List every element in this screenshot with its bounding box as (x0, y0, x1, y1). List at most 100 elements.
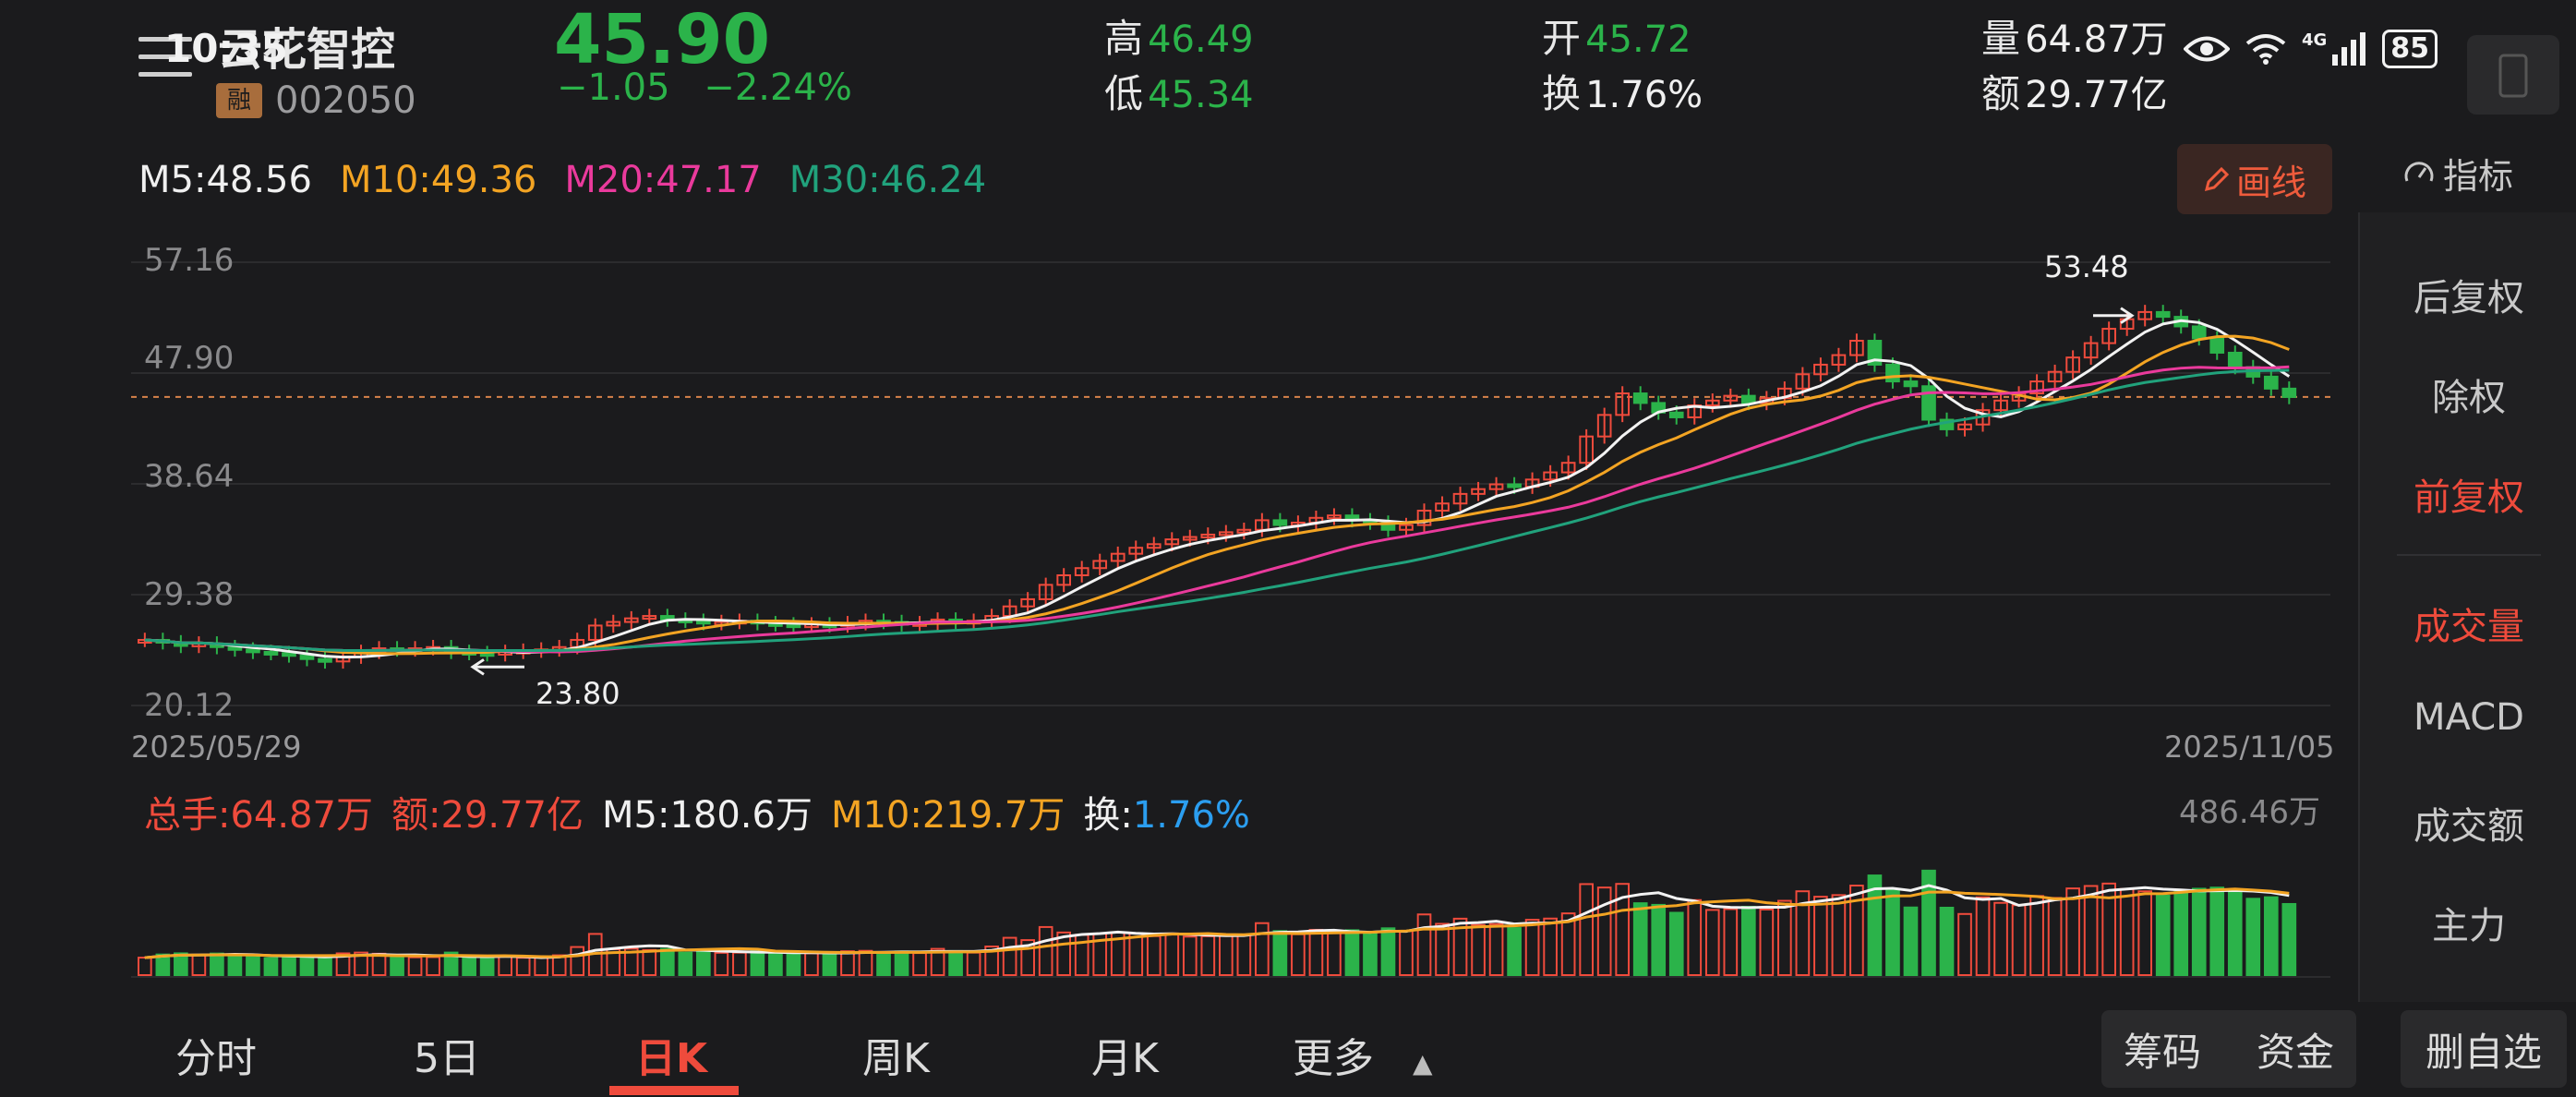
volume-bar (299, 954, 315, 976)
ma10-line (144, 334, 2290, 656)
candle-body (2065, 356, 2080, 373)
period-tab-bar: 分时 5日 日K 周K 月K 更多 ▲ (0, 1007, 2576, 1097)
volume-ma10-line (144, 887, 2290, 959)
volume-chart[interactable] (131, 813, 2330, 979)
volume-bar (1146, 934, 1162, 976)
volume-bar (912, 952, 927, 977)
candle-body (2047, 370, 2063, 383)
kline-chart[interactable] (131, 225, 2330, 733)
volume-bar (1524, 919, 1540, 976)
ma5-label: M5:48.56 (138, 159, 312, 201)
eye-icon (2183, 36, 2230, 62)
candle-body (1452, 492, 1468, 505)
candle-body (1615, 392, 1631, 416)
volume-bar (1236, 934, 1252, 976)
turnover-label: 换 (1542, 71, 1582, 116)
volume-bar (1344, 929, 1360, 976)
ma10-label: M10:49.36 (339, 159, 537, 201)
y-tick-label: 29.38 (144, 576, 235, 613)
volume-bar (948, 949, 963, 977)
candle-body (1993, 399, 2008, 412)
volume-bar (786, 952, 801, 977)
sidebar-item-post-adjust[interactable]: 后复权 (2413, 277, 2524, 319)
y-tick-label: 38.64 (144, 458, 235, 495)
volume-bar (210, 952, 224, 976)
sidebar-item-amount[interactable]: 成交额 (2413, 805, 2524, 848)
candle-body (1704, 399, 1720, 406)
volume-bar (930, 947, 945, 977)
active-tab-indicator (609, 1086, 739, 1095)
tab-daily-k[interactable]: 日K (635, 1035, 708, 1082)
tab-5-day[interactable]: 5日 (414, 1035, 480, 1082)
volume-bar (1759, 908, 1775, 976)
draw-line-label: 画线 (2235, 162, 2306, 203)
tab-monthly-k[interactable]: 月K (1091, 1035, 1159, 1082)
volume-bar (1399, 930, 1414, 976)
tab-more[interactable]: 更多 ▲ (1293, 1025, 1433, 1084)
candle-body (1074, 567, 1089, 577)
candle-body (1849, 340, 1864, 356)
screen-rotate-icon (2498, 54, 2528, 98)
indicator-button[interactable]: 指标 (2402, 148, 2513, 199)
candle-body (1903, 380, 1919, 388)
quote-turnover: 换 1.76% (1542, 63, 1703, 119)
volume-bar (282, 956, 296, 977)
sidebar-item-main-force[interactable]: 主力 (2432, 905, 2506, 947)
price-change: −1.05 −2.24% (557, 66, 852, 109)
tab-more-label: 更多 (1293, 1035, 1374, 1082)
tab-intraday[interactable]: 分时 (175, 1035, 257, 1082)
current-price: 45.90 (554, 0, 771, 79)
volume-bar (534, 956, 549, 976)
candle-body (1507, 483, 1522, 488)
candle-body (2083, 342, 2099, 359)
remove-watchlist-button[interactable]: 删自选 (2401, 1010, 2567, 1088)
candle-body (1813, 363, 1828, 376)
candle-body (1200, 533, 1216, 538)
quote-volume: 量 64.87万 (1981, 7, 2168, 64)
volume-bar (2119, 887, 2135, 976)
sidebar-item-volume[interactable]: 成交量 (2413, 606, 2524, 648)
sidebar-item-macd[interactable]: MACD (2413, 696, 2524, 739)
candle-body (1219, 531, 1234, 536)
landscape-toggle-button[interactable] (2467, 35, 2559, 115)
candle-body (1038, 584, 1053, 600)
sidebar-item-pre-adjust[interactable]: 前复权 (2413, 476, 2524, 519)
chips-button[interactable]: 筹码 (2123, 1029, 2201, 1075)
sidebar-item-ex-rights[interactable]: 除权 (2432, 377, 2506, 419)
volume-bar (2281, 902, 2297, 976)
volume-turnover-label: 换: (1083, 794, 1133, 837)
volume-bar (1723, 908, 1739, 976)
volume-value: 64.87万 (2025, 18, 2168, 61)
volume-bar (876, 951, 891, 976)
volume-bar (498, 955, 512, 977)
candle-body (1957, 423, 1972, 430)
candle-body (1579, 435, 1594, 464)
draw-line-button[interactable]: 画线 (2177, 144, 2332, 214)
volume-bar (858, 949, 873, 977)
candle-body (587, 624, 603, 641)
funds-button[interactable]: 资金 (2257, 1029, 2335, 1075)
end-date-label: 2025/11/05 (2164, 729, 2335, 765)
candle-body (696, 620, 711, 625)
volume-bar (1579, 883, 1594, 976)
volume-bar (1128, 932, 1144, 976)
tab-weekly-k[interactable]: 周K (862, 1035, 930, 1082)
menu-icon[interactable] (138, 37, 192, 79)
candle-body (623, 617, 639, 623)
ma30-line (144, 368, 2290, 653)
volume-bar (894, 950, 909, 977)
candle-body (2263, 375, 2279, 390)
volume-bar (714, 951, 729, 976)
volume-bar (1993, 901, 2008, 976)
candle-body (1399, 524, 1414, 531)
volume-legend: 总手:64.87万 额:29.77亿 M5:180.6万 M10:219.7万 … (144, 785, 1250, 838)
ma5-line (144, 319, 2291, 659)
ma20-label: M20:47.17 (564, 159, 762, 201)
ma-legend: M5:48.56 M10:49.36 M20:47.17 M30:46.24 (138, 159, 986, 201)
candle-body (2029, 380, 2044, 395)
volume-bar (966, 951, 981, 976)
volume-m5: M5:180.6万 (602, 794, 813, 837)
volume-bar (1975, 896, 1991, 976)
volume-bar (1885, 887, 1900, 976)
candle-body (2155, 310, 2171, 319)
